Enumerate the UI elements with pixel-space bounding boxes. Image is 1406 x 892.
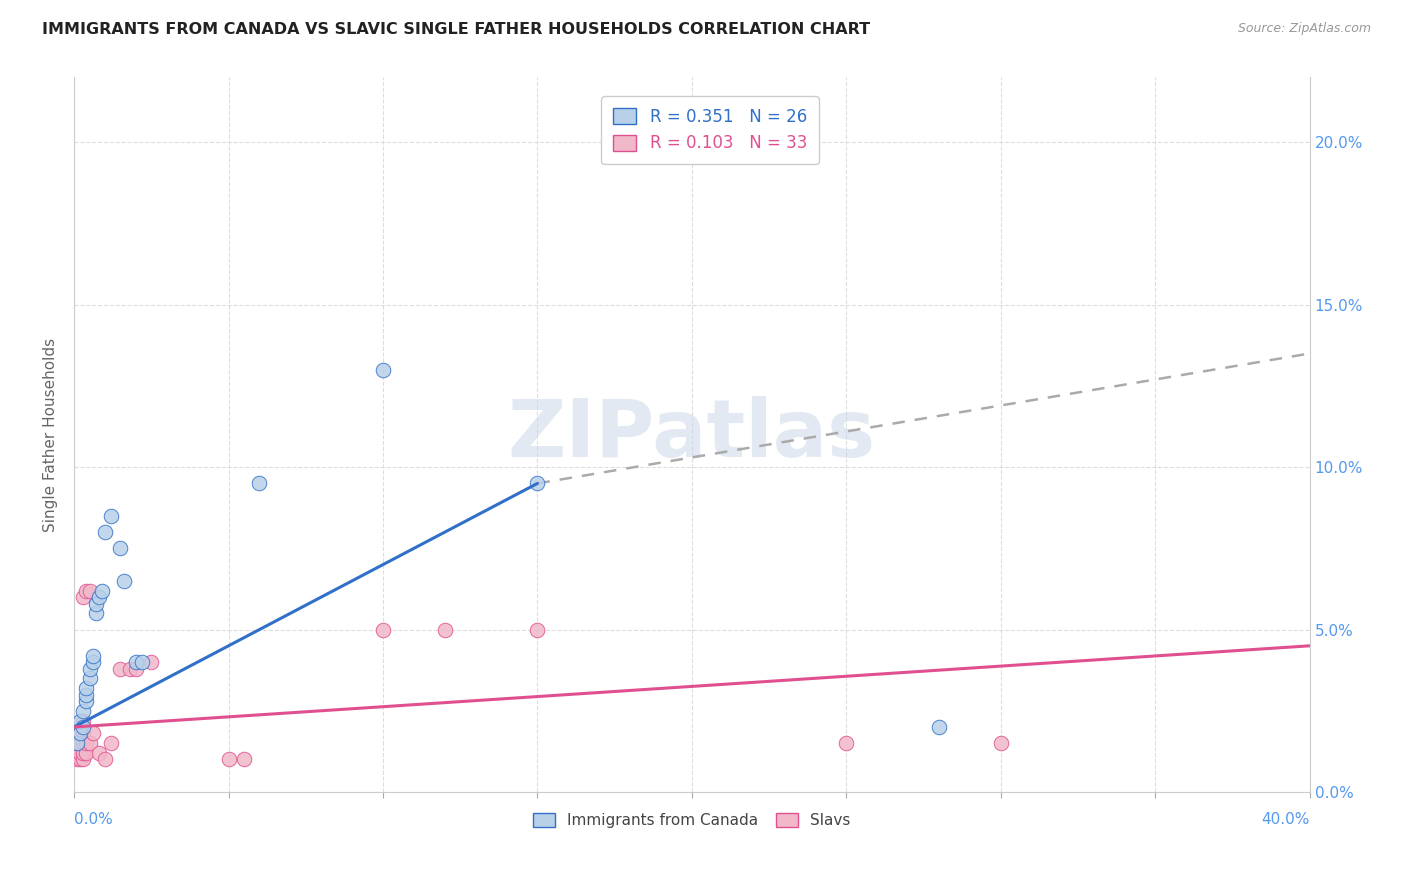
Text: 40.0%: 40.0% — [1261, 812, 1309, 827]
Point — [141, 655, 163, 669]
Point — [371, 623, 394, 637]
Text: ZIPatlas: ZIPatlas — [508, 396, 876, 474]
Point — [72, 720, 94, 734]
Point — [100, 508, 122, 523]
Point — [218, 752, 240, 766]
Point — [75, 736, 97, 750]
Point — [72, 752, 94, 766]
Point — [84, 607, 107, 621]
Point — [79, 736, 101, 750]
Point — [131, 655, 153, 669]
Point — [233, 752, 256, 766]
Point — [79, 671, 101, 685]
Point — [82, 726, 104, 740]
Point — [125, 661, 148, 675]
Point — [87, 746, 110, 760]
Text: Source: ZipAtlas.com: Source: ZipAtlas.com — [1237, 22, 1371, 36]
Point — [72, 704, 94, 718]
Point — [526, 476, 548, 491]
Point — [72, 746, 94, 760]
Point — [110, 541, 132, 556]
Point — [69, 746, 91, 760]
Point — [69, 726, 91, 740]
Point — [125, 655, 148, 669]
Point — [66, 746, 89, 760]
Point — [75, 746, 97, 760]
Point — [72, 714, 94, 728]
Text: 0.0%: 0.0% — [75, 812, 112, 827]
Point — [79, 583, 101, 598]
Point — [990, 736, 1012, 750]
Point — [835, 736, 858, 750]
Point — [110, 661, 132, 675]
Point — [90, 583, 112, 598]
Point — [928, 720, 950, 734]
Point — [112, 574, 135, 588]
Point — [118, 661, 141, 675]
Point — [69, 726, 91, 740]
Point — [72, 726, 94, 740]
Point — [82, 648, 104, 663]
Point — [75, 681, 97, 695]
Point — [75, 583, 97, 598]
Point — [69, 736, 91, 750]
Point — [371, 363, 394, 377]
Point — [66, 736, 89, 750]
Point — [72, 736, 94, 750]
Point — [526, 623, 548, 637]
Point — [75, 688, 97, 702]
Point — [100, 736, 122, 750]
Text: IMMIGRANTS FROM CANADA VS SLAVIC SINGLE FATHER HOUSEHOLDS CORRELATION CHART: IMMIGRANTS FROM CANADA VS SLAVIC SINGLE … — [42, 22, 870, 37]
Legend: Immigrants from Canada, Slavs: Immigrants from Canada, Slavs — [527, 806, 856, 834]
Point — [69, 714, 91, 728]
Point — [69, 752, 91, 766]
Point — [94, 752, 117, 766]
Point — [66, 752, 89, 766]
Point — [66, 739, 89, 754]
Point — [82, 655, 104, 669]
Point — [94, 525, 117, 540]
Point — [79, 661, 101, 675]
Point — [75, 694, 97, 708]
Point — [87, 590, 110, 604]
Y-axis label: Single Father Households: Single Father Households — [44, 338, 58, 532]
Point — [249, 476, 271, 491]
Point — [433, 623, 456, 637]
Point — [84, 597, 107, 611]
Point — [72, 590, 94, 604]
